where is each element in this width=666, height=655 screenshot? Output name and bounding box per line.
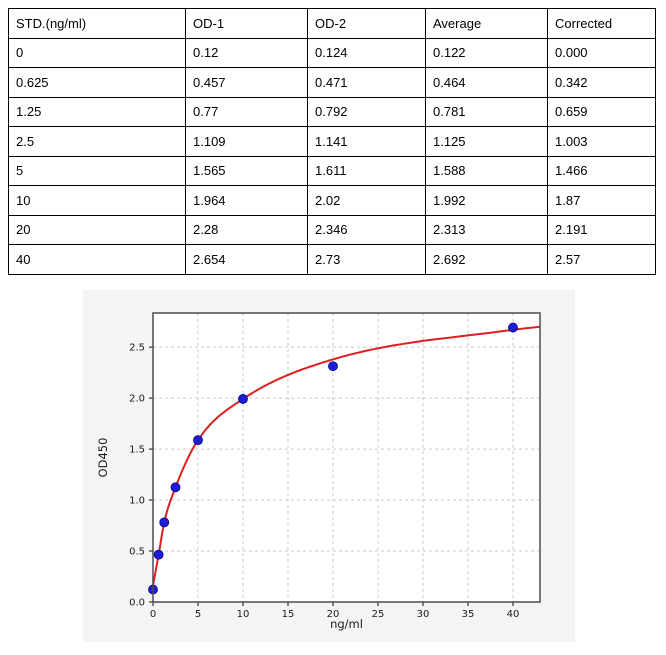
table-row: 40 2.654 2.73 2.692 2.57	[8, 244, 656, 275]
table-cell: 20	[8, 214, 186, 245]
y-axis-label: OD450	[96, 437, 110, 478]
table-cell: 2.654	[185, 244, 308, 275]
table-cell: 0.792	[307, 96, 426, 127]
column-header: OD-1	[185, 8, 308, 39]
y-tick-label: 0.5	[129, 547, 145, 558]
table-cell: 2.57	[547, 244, 656, 275]
x-tick-label: 5	[195, 609, 201, 620]
table-cell: 0.000	[547, 37, 656, 68]
data-point	[328, 361, 338, 372]
column-header: Average	[425, 8, 548, 39]
table-row: 10 1.964 2.02 1.992 1.87	[8, 185, 656, 216]
table-cell: 40	[8, 244, 186, 275]
table-cell: 1.87	[547, 185, 656, 216]
x-tick-label: 30	[417, 609, 430, 620]
table-row: 5 1.565 1.611 1.588 1.466	[8, 155, 656, 186]
table-cell: 1.25	[8, 96, 186, 127]
x-tick-label: 25	[372, 609, 385, 620]
table-row: 1.25 0.77 0.792 0.781 0.659	[8, 96, 656, 127]
x-tick-label: 20	[327, 609, 340, 620]
table-cell: 5	[8, 155, 186, 186]
table-cell: 0.781	[425, 96, 548, 127]
y-tick-label: 2.5	[129, 343, 145, 354]
y-tick-label: 0.0	[129, 598, 145, 609]
table-cell: 10	[8, 185, 186, 216]
table-cell: 1.992	[425, 185, 548, 216]
data-point	[159, 517, 170, 528]
column-header: OD-2	[307, 8, 426, 39]
y-tick-label: 1.0	[129, 496, 145, 507]
x-axis-label: ng/ml	[330, 617, 363, 631]
table-row: 0.625 0.457 0.471 0.464 0.342	[8, 67, 656, 98]
table-cell: 0.124	[307, 37, 426, 68]
table-cell: 2.73	[307, 244, 426, 275]
standards-table: STD.(ng/ml) OD-1 OD-2 Average Corrected 0 0.1…	[8, 8, 656, 275]
table-cell: 0.122	[425, 37, 548, 68]
data-point	[238, 394, 248, 404]
table-cell: 1.588	[425, 155, 548, 186]
table-row: 0 0.12 0.124 0.122 0.000	[8, 37, 656, 68]
table-cell: 0.464	[425, 67, 548, 98]
column-header: STD.(ng/ml)	[8, 8, 186, 39]
table-row: 20 2.28 2.346 2.313 2.191	[8, 214, 656, 245]
standard-curve-plot: 0 5 10 15 20 25 30 35 40 0.0 0.5 1.0 1.5 2.0 2.5	[83, 290, 575, 642]
table-cell: 2.191	[547, 214, 656, 245]
table-header-row: STD.(ng/ml) OD-1 OD-2 Average Corrected	[8, 8, 656, 39]
data-point	[153, 549, 164, 560]
y-tick-label: 2.0	[129, 394, 145, 405]
table-cell: 2.313	[425, 214, 548, 245]
data-point	[170, 482, 181, 493]
axes-frame	[152, 312, 541, 603]
x-tick-label: 40	[507, 609, 520, 620]
table-cell: 1.125	[425, 126, 548, 157]
table-cell: 0	[8, 37, 186, 68]
table-cell: 2.28	[185, 214, 308, 245]
table-cell: 0.659	[547, 96, 656, 127]
table-cell: 1.109	[185, 126, 308, 157]
table-cell: 1.466	[547, 155, 656, 186]
table-cell: 2.02	[307, 185, 426, 216]
column-header: Corrected	[547, 8, 656, 39]
table-cell: 0.471	[307, 67, 426, 98]
table-cell: 0.342	[547, 67, 656, 98]
table-cell: 2.692	[425, 244, 548, 275]
table-cell: 1.141	[307, 126, 426, 157]
table-cell: 0.12	[185, 37, 308, 68]
table-cell: 1.003	[547, 126, 656, 157]
plot-background	[153, 313, 540, 602]
table-cell: 1.565	[185, 155, 308, 186]
standard-curve-figure: 0 5 10 15 20 25 30 35 40 0.0 0.5 1.0 1.5 2.0 2.5 ng/ml…	[83, 290, 575, 642]
table-cell: 2.346	[307, 214, 426, 245]
table-row: 2.5 1.109 1.141 1.125 1.003	[8, 126, 656, 157]
table-cell: 0.77	[185, 96, 308, 127]
x-tick-label: 10	[237, 609, 250, 620]
data-point	[508, 322, 518, 333]
y-tick-label: 1.5	[129, 445, 145, 456]
x-tick-label: 15	[282, 609, 295, 620]
table-cell: 1.964	[185, 185, 308, 216]
data-point	[193, 435, 203, 446]
table-cell: 0.625	[8, 67, 186, 98]
table-cell: 1.611	[307, 155, 426, 186]
table-cell: 2.5	[8, 126, 186, 157]
x-tick-label: 35	[462, 609, 475, 620]
table-cell: 0.457	[185, 67, 308, 98]
x-tick-label: 0	[150, 609, 156, 620]
